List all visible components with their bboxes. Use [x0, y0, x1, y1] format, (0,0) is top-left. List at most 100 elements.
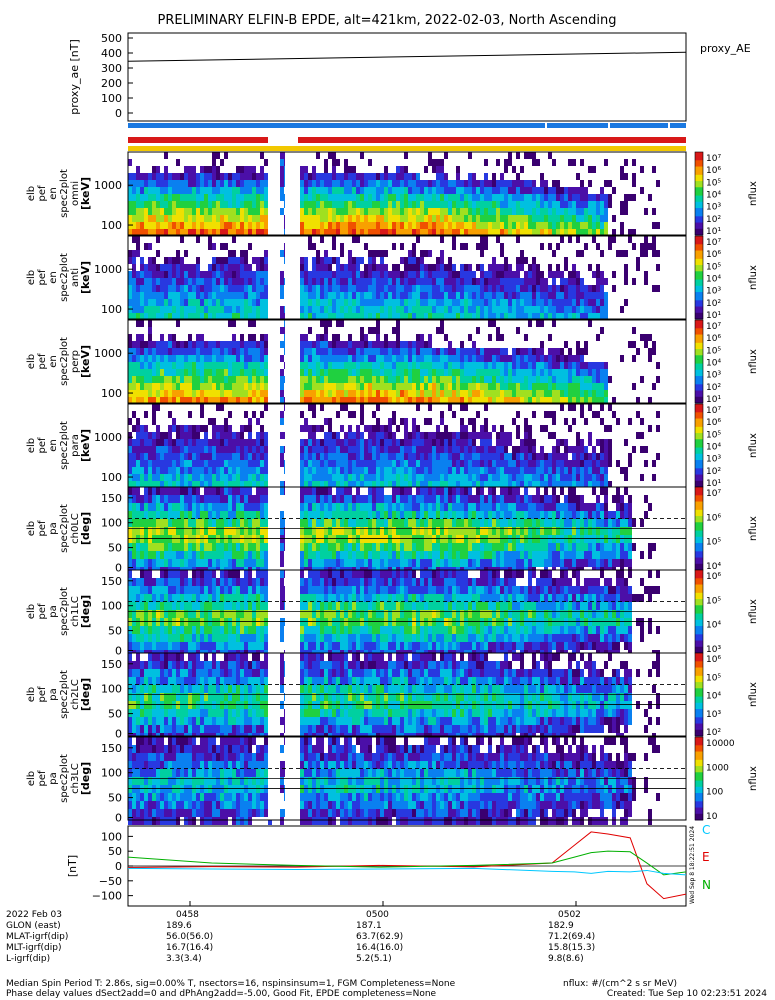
mag-legend-n: N	[702, 878, 711, 892]
colorbar-label: nflux	[748, 516, 759, 541]
footer-row-value: 3.3(3.4)	[166, 954, 202, 964]
panel-4-tick-label: 100	[101, 471, 122, 484]
colorbar-tick: 10⁵	[706, 346, 721, 356]
colorbar-tick: 10³	[706, 287, 721, 297]
footer-row-value: 16.7(16.4)	[166, 943, 214, 953]
status-bars	[128, 123, 686, 151]
panel-8-tick-label: 150	[101, 742, 122, 755]
colorbar-tick: 10⁶	[706, 418, 721, 428]
footer-row-value: 189.6	[166, 921, 192, 931]
side-timestamp: Wed Sep 8 18:22:51 2024	[689, 826, 696, 904]
colorbar-tick: 10⁴	[706, 275, 721, 285]
panel-3-colorbar: 10⁷ 10⁶ 10⁵ 10⁴ 10³ 10² 10¹ nflux	[694, 319, 759, 405]
panel-3-tick-label: 1000	[94, 347, 122, 360]
colorbar-label: nflux	[748, 181, 759, 206]
panel-5-ylabel-line: spec2plot	[59, 504, 70, 553]
colorbar-tick: 10²	[706, 467, 721, 477]
panel-1-tick-label: 100	[101, 219, 122, 232]
colorbar-tick: 10⁷	[706, 489, 721, 499]
colorbar-tick: 10¹	[706, 311, 721, 321]
colorbar-label: nflux	[748, 433, 759, 458]
panel-3-ylabel-line: [keV]	[79, 345, 92, 378]
panel-8-ylabel-line: elb	[26, 771, 37, 786]
panel-1-ylabel-line: elb	[26, 186, 37, 201]
footer-row-value: 71.2(69.4)	[548, 932, 596, 942]
panel-2-ylabel-line: en	[48, 271, 59, 284]
colorbar-tick: 10³	[706, 645, 721, 655]
panel-1-ylabel-line: en	[48, 187, 59, 200]
colorbar-tick: 10	[706, 812, 718, 822]
footer-row-label: MLAT-igrf(dip)	[6, 932, 69, 942]
panel-7-ylabel-line: ch2LC	[70, 679, 81, 710]
colorbar-tick: 10⁷	[706, 238, 721, 248]
colorbar-label: nflux	[748, 682, 759, 707]
colorbar-tick: 10⁵	[706, 673, 721, 683]
mag-legend-c: C	[702, 823, 710, 837]
colorbar-label: nflux	[748, 265, 759, 290]
panel-7-ylabel-line: pa	[48, 688, 59, 700]
panel-2-ylabel-line: elb	[26, 270, 37, 285]
panel-4-colorbar: 10⁷ 10⁶ 10⁵ 10⁴ 10³ 10² 10¹ nflux	[694, 403, 759, 489]
colorbar-tick: 10⁵	[706, 430, 721, 440]
panel-4-tick-label: 1000	[94, 431, 122, 444]
panel-3-ylabel-line: elb	[26, 354, 37, 369]
footer-row-label: MLT-igrf(dip)	[6, 943, 62, 953]
colorbar-tick: 10⁴	[706, 191, 721, 201]
panel-5-ylabel-line: elb	[26, 521, 37, 536]
proxy-ae-legend: proxy_AE	[700, 42, 751, 55]
colorbar-tick: 10⁴	[706, 621, 721, 631]
colorbar-tick: 10⁷	[706, 154, 721, 164]
panel-2-ylabel-line: [keV]	[79, 261, 92, 294]
panel-7-tick-label: 100	[101, 683, 122, 696]
mag-tick-label: 100	[101, 830, 122, 843]
colorbar-tick: 10²	[706, 215, 721, 225]
panel-6-colorbar: 10⁶ 10⁵ 10⁴ 10³ nflux	[694, 569, 759, 655]
panel-1-tick-label: 1000	[94, 179, 122, 192]
panel-6-ylabel-line: [deg]	[79, 595, 92, 628]
colorbar-tick: 10⁶	[706, 334, 721, 344]
colorbar-tick: 10³	[706, 371, 721, 381]
panel-7-ylabel-line: elb	[26, 687, 37, 702]
panel-8-colorbar: 10000 1000 100 10 nflux	[694, 736, 759, 822]
panel-3-ylabel-line: en	[48, 355, 59, 368]
panel-3-ylabel-line: spec2plot	[59, 337, 70, 386]
colorbar-label: nflux	[748, 766, 759, 791]
colorbar-tick: 10⁶	[706, 655, 721, 665]
panel-8-tick-label: 0	[115, 812, 122, 825]
mag-series-C	[127, 867, 687, 876]
panel-5-ylabel-line: [deg]	[79, 512, 92, 545]
footer-time-0502: 0502	[558, 910, 581, 920]
colorbar-tick: 10⁷	[706, 322, 721, 332]
colorbar-tick: 10¹	[706, 395, 721, 405]
mag-series-E	[127, 831, 687, 900]
plot-title: PRELIMINARY ELFIN-B EPDE, alt=421km, 202…	[158, 13, 617, 28]
proxy-ae-tick-label: 400	[101, 47, 122, 60]
panel-4-ylabel-line: para	[70, 434, 81, 457]
panel-7-ylabel-line: spec2plot	[59, 670, 70, 719]
colorbar-tick: 10⁵	[706, 262, 721, 272]
colorbar-label: nflux	[748, 599, 759, 624]
mag-ylabel: [nT]	[66, 855, 79, 877]
panel-2-tick-label: 1000	[94, 263, 122, 276]
proxy-ae-tick-label: 200	[101, 77, 122, 90]
time-axis-ticks	[189, 901, 577, 906]
footer-row-value: 9.8(8.6)	[548, 954, 584, 964]
footer-time-row: 2022 Feb 03	[6, 910, 62, 920]
proxy-ae-line	[127, 51, 687, 62]
footer-row-value: 63.7(62.9)	[356, 932, 404, 942]
colorbar-tick: 10²	[706, 728, 721, 738]
panel-2-ylabel-line: spec2plot	[59, 253, 70, 302]
panel-4-ylabel-line: pef	[37, 437, 48, 454]
panel-7-ylabel-line: pef	[37, 686, 48, 703]
panel-8-ylabel-line: ch3LC	[70, 763, 81, 794]
colorbar-tick: 10¹	[706, 479, 721, 489]
panel-8-ylabel-line: spec2plot	[59, 754, 70, 803]
colorbar-tick: 10⁵	[706, 596, 721, 606]
panel-3-tick-label: 100	[101, 387, 122, 400]
panel-6-tick-label: 0	[115, 645, 122, 658]
footer-note-1: Median Spin Period T: 2.86s, sig=0.00% T…	[6, 979, 456, 989]
